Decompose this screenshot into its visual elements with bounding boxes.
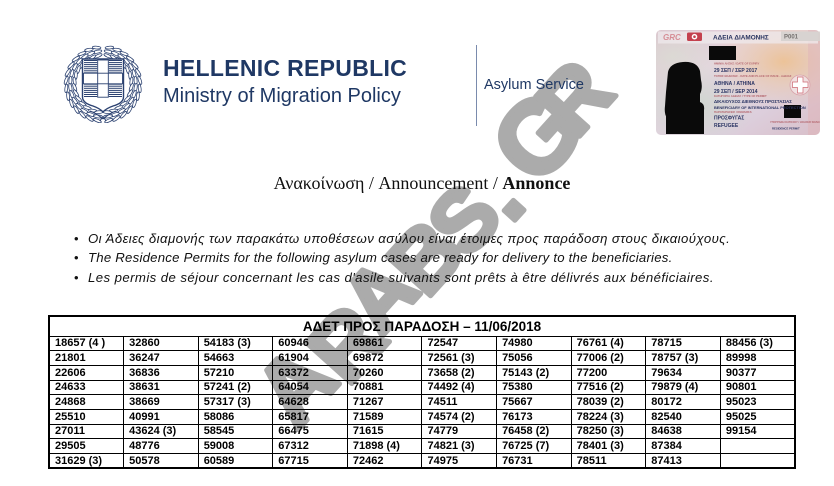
svg-text:RESIDENCE PERMIT: RESIDENCE PERMIT <box>772 127 800 131</box>
svg-text:ΑΘΗΝΑ / ATHINA: ΑΘΗΝΑ / ATHINA <box>714 81 755 87</box>
svg-text:REFUGEE: REFUGEE <box>714 123 739 129</box>
svg-text:ΠΡΟΣΦΥΓΑΣ: ΠΡΟΣΦΥΓΑΣ <box>714 116 744 122</box>
svg-text:ΔΙΚΑΙΟΥΧΟΣ ΔΙΕΘΝΟΥΣ ΠΡΟΣΤΑΣΙΑΣ: ΔΙΚΑΙΟΥΧΟΣ ΔΙΕΘΝΟΥΣ ΠΡΟΣΤΑΣΙΑΣ <box>714 99 792 104</box>
svg-text:ΥΠΟΓΡΑΦΗ ΚΑΤΟΧΟΥ / HOLDER SIGN: ΥΠΟΓΡΑΦΗ ΚΑΤΟΧΟΥ / HOLDER SIGNATURE <box>770 120 820 124</box>
svg-text:29 ΣΕΠ / SEP 2014: 29 ΣΕΠ / SEP 2014 <box>714 89 758 95</box>
svg-text:ΤΟΠΟΣ ΕΚΔΟΣΗΣ - DATE AND PLACE: ΤΟΠΟΣ ΕΚΔΟΣΗΣ - DATE AND PLACE OF ISSUE … <box>714 74 792 78</box>
svg-text:ΚΑΤΗΓΟΡΙΑ ΑΔΕΙΑΣ / TYPE OF PER: ΚΑΤΗΓΟΡΙΑ ΑΔΕΙΑΣ / TYPE OF PERMIT <box>714 94 767 98</box>
svg-text:P001: P001 <box>784 35 799 41</box>
svg-text:ΗΜ/ΝΙΑ ΛΗΞΗΣ / DATE OF EXPIRY: ΗΜ/ΝΙΑ ΛΗΞΗΣ / DATE OF EXPIRY <box>714 62 759 66</box>
svg-text:ΑΔΕΙΑ ΔΙΑΜΟΝΗΣ: ΑΔΕΙΑ ΔΙΑΜΟΝΗΣ <box>713 35 769 42</box>
svg-text:BENEFICIARY OF INTERNATIONAL P: BENEFICIARY OF INTERNATIONAL PROTECTION <box>714 105 806 110</box>
svg-text:29 ΣΕΠ / ΣΕP 2017: 29 ΣΕΠ / ΣΕP 2017 <box>714 68 757 74</box>
svg-text:ΠΑΡΑΤΗΡΗΣΕΙΣ / REMARKS: ΠΑΡΑΤΗΡΗΣΕΙΣ / REMARKS <box>714 110 752 114</box>
svg-text:GRC: GRC <box>663 33 681 42</box>
